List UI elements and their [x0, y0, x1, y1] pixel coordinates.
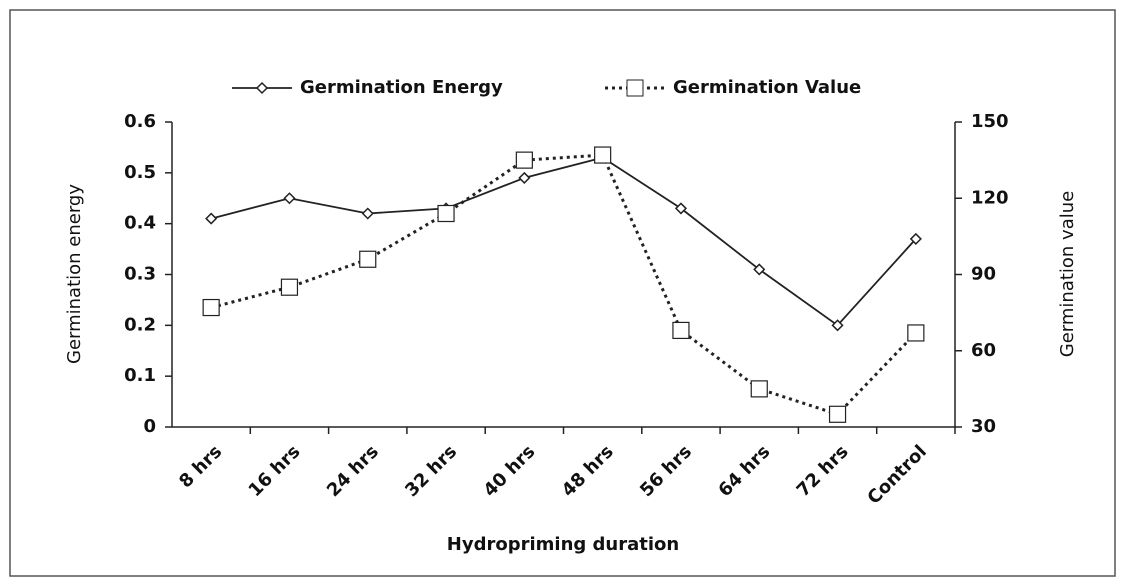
- marker: [831, 319, 844, 332]
- marker: [518, 171, 531, 184]
- marker: [280, 278, 299, 296]
- x-tick-label: 32 hrs: [401, 441, 461, 501]
- y2-tick-label: 150: [971, 111, 1009, 132]
- y2-tick-label: 120: [971, 187, 1009, 208]
- marker: [202, 298, 220, 317]
- marker: [672, 321, 690, 340]
- y2-tick-label: 30: [971, 416, 996, 437]
- x-tick-label: 64 hrs: [714, 441, 774, 501]
- y-tick-label: 0.1: [124, 365, 156, 386]
- x-axis-title: Hydropriming duration: [447, 534, 679, 555]
- marker: [515, 151, 533, 169]
- chart-border: [9, 9, 1116, 577]
- y-tick-label: 0.2: [124, 314, 156, 335]
- legend-label: Germination Energy: [300, 77, 503, 98]
- marker: [205, 212, 218, 225]
- y-axis-title: Germination energy: [64, 184, 85, 364]
- x-tick-label: 48 hrs: [558, 441, 618, 501]
- marker: [437, 204, 455, 223]
- marker: [359, 250, 377, 268]
- legend-marker: [255, 81, 269, 95]
- y2-tick-label: 90: [971, 264, 996, 285]
- y-tick-label: 0.6: [124, 111, 156, 132]
- y-tick-label: 0.4: [124, 213, 156, 234]
- marker: [594, 146, 612, 164]
- marker: [909, 232, 922, 245]
- marker: [750, 380, 768, 398]
- x-tick-label: 72 hrs: [793, 441, 853, 501]
- x-tick-label: 16 hrs: [245, 441, 305, 501]
- y-tick-label: 0.5: [124, 162, 156, 183]
- marker: [674, 202, 688, 215]
- legend-label: Germination Value: [673, 77, 861, 98]
- x-tick-label: 24 hrs: [323, 441, 383, 501]
- marker: [907, 324, 925, 342]
- x-tick-label: 56 hrs: [636, 441, 696, 501]
- series-line: [210, 153, 917, 417]
- marker: [828, 405, 847, 423]
- y2-tick-label: 60: [971, 340, 996, 361]
- marker: [283, 192, 296, 205]
- y-tick-label: 0.3: [124, 264, 156, 285]
- y-tick-label: 0: [143, 416, 156, 437]
- series-line: [210, 156, 917, 327]
- y2-axis-title: Germination value: [1057, 191, 1078, 357]
- x-tick-label: Control: [863, 441, 930, 508]
- marker: [753, 263, 766, 276]
- x-tick-label: 40 hrs: [480, 441, 540, 501]
- marker: [361, 207, 374, 220]
- legend-marker: [626, 79, 644, 97]
- x-tick-label: 8 hrs: [175, 441, 226, 492]
